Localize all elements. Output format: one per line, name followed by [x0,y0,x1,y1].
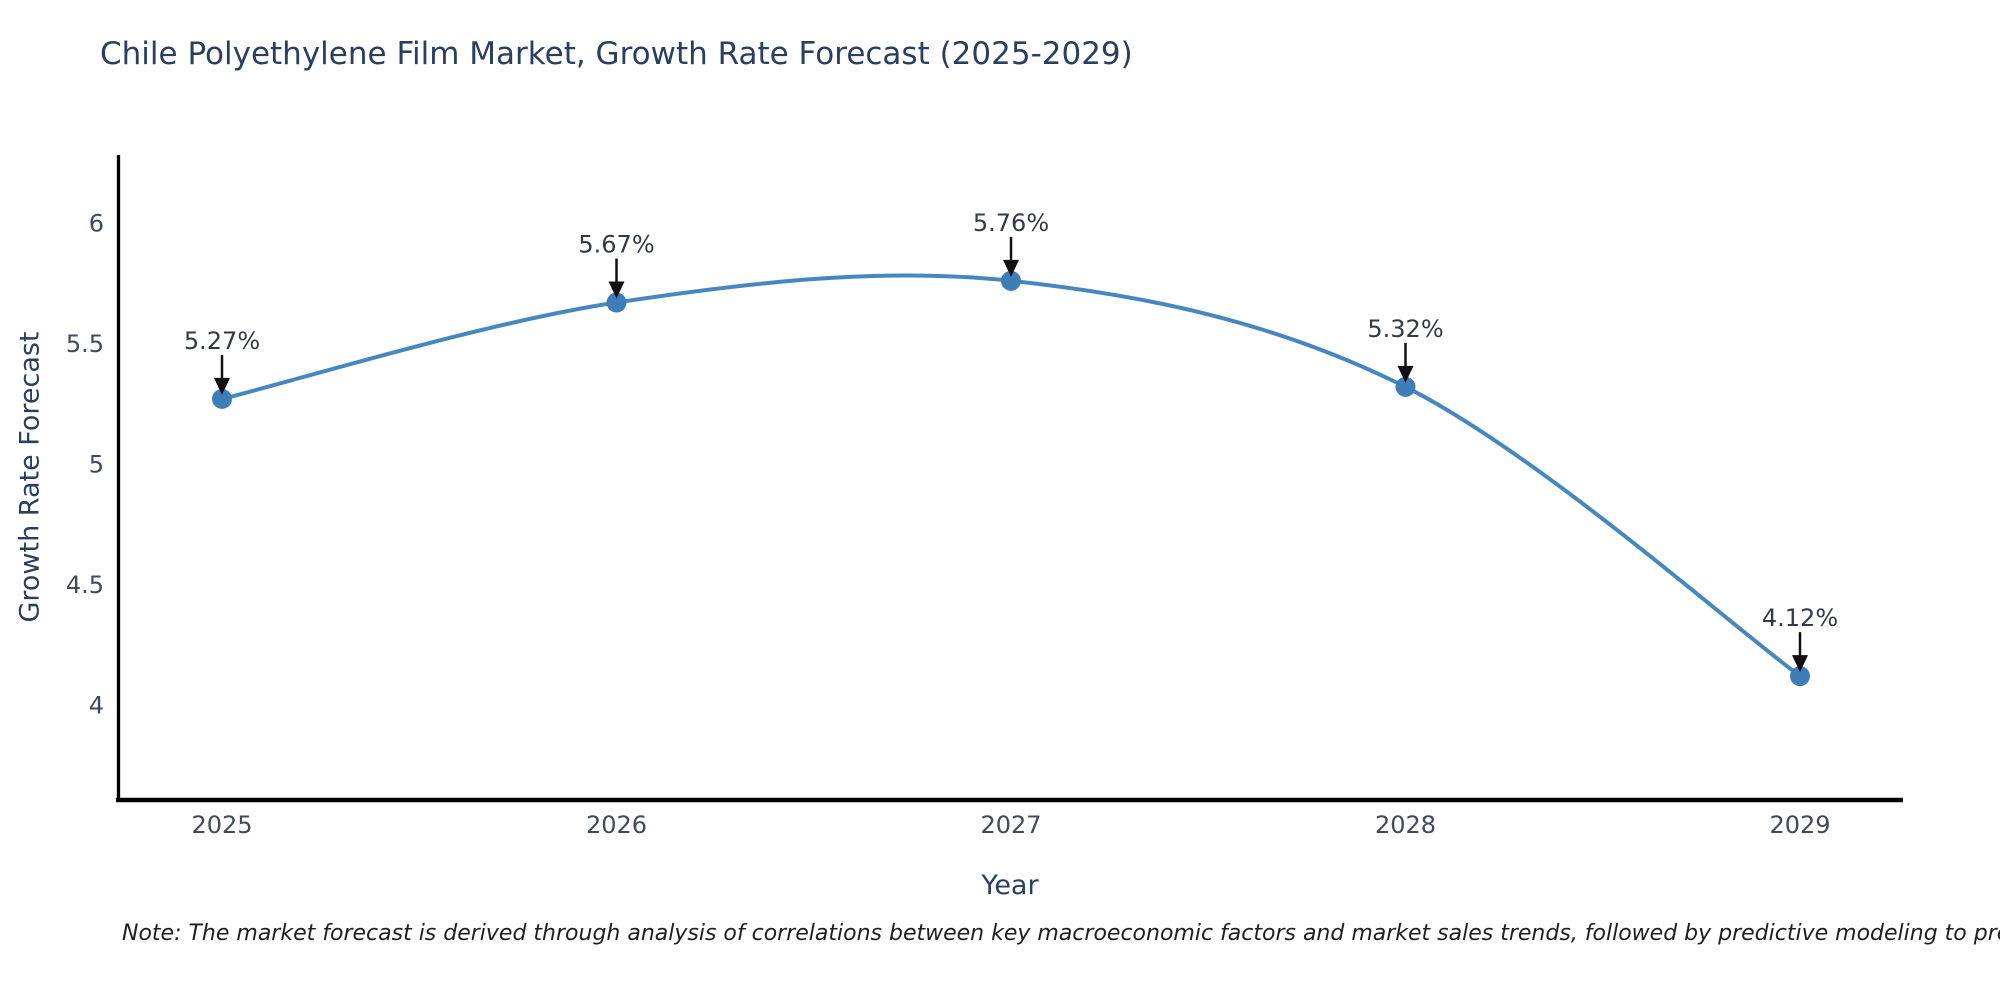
data-point-label: 5.27% [184,327,260,355]
annotation-arrow-down-icon [214,377,230,395]
annotation-arrow-down-icon [608,281,625,299]
y-tick-label: 4.5 [66,571,104,599]
y-tick-label: 5.5 [66,330,104,358]
data-point-label: 5.76% [973,209,1049,237]
annotation-arrow-down-icon [1792,655,1808,673]
x-tick-label: 2028 [1375,811,1436,839]
forecast-line [220,273,1802,679]
y-tick-label: 5 [89,451,104,479]
data-point-label: 5.32% [1367,315,1443,343]
chart-footnote: Note: The market forecast is derived thr… [122,921,2000,946]
data-point-marker [1395,376,1416,397]
chart-title: Chile Polyethylene Film Market, Growth R… [100,36,1133,72]
x-tick-label: 2029 [1769,811,1830,839]
data-point-marker [1001,270,1021,291]
y-tick-label: 6 [89,210,104,238]
data-point-marker [606,292,627,313]
data-point-marker [1790,666,1810,687]
data-point-marker [212,388,232,409]
data-point-label: 5.67% [578,231,654,259]
annotation-arrow-down-icon [1003,259,1019,277]
x-tick-label: 2025 [191,811,252,839]
x-axis-title: Year [981,870,1039,901]
y-tick-label: 4 [89,692,104,720]
annotation-arrow-down-icon [1397,365,1414,383]
x-tick-label: 2026 [586,811,647,839]
data-point-label: 4.12% [1762,604,1838,632]
x-tick-label: 2027 [980,811,1041,839]
